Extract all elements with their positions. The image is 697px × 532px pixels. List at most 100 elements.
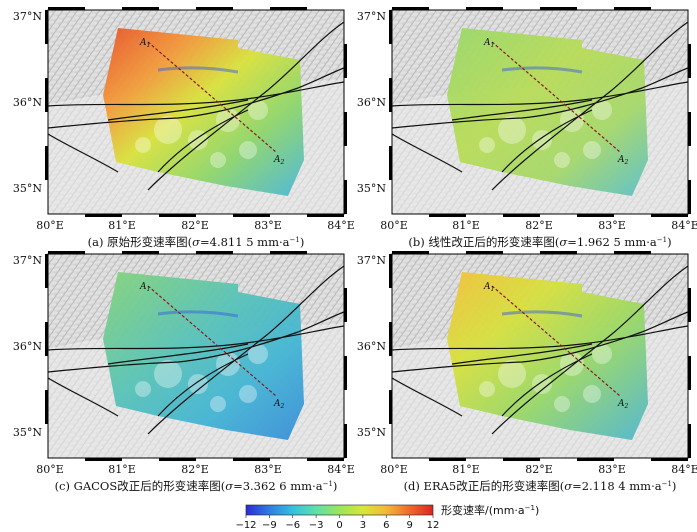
profile-start-label: A1 bbox=[139, 282, 150, 293]
frame-bar-top bbox=[270, 7, 307, 10]
profile-end-label: A2 bbox=[617, 399, 629, 410]
fault-line bbox=[391, 67, 689, 129]
fault-line bbox=[451, 343, 593, 365]
fault-line bbox=[107, 99, 249, 121]
fault-line bbox=[147, 265, 345, 435]
deformation-raster bbox=[447, 272, 648, 440]
data-gap bbox=[154, 116, 182, 144]
frame-bar-bottom bbox=[503, 458, 540, 461]
frame-bar-bottom bbox=[429, 458, 466, 461]
frame-bar-left bbox=[389, 10, 392, 44]
lon-label: 82°E bbox=[525, 219, 553, 232]
lon-label: 80°E bbox=[380, 463, 408, 476]
frame-bar-top bbox=[270, 251, 307, 254]
profile-end-label: A2 bbox=[617, 155, 629, 166]
profile-line bbox=[491, 41, 621, 153]
frame-bar-right bbox=[344, 44, 347, 78]
colorbar-tick-label: 9 bbox=[406, 520, 412, 531]
lat-label: 36°N bbox=[13, 96, 42, 109]
fault-line bbox=[107, 343, 249, 365]
fault-line bbox=[47, 377, 119, 417]
frame-bar-right bbox=[688, 112, 691, 146]
colorbar-tick-label: 6 bbox=[383, 520, 389, 531]
lon-label: 84°E bbox=[671, 219, 697, 232]
frame-bar-left bbox=[389, 390, 392, 424]
frame-ticks bbox=[389, 251, 691, 461]
frame-bar-top bbox=[122, 7, 159, 10]
data-gap bbox=[479, 381, 495, 397]
lon-label: 83°E bbox=[254, 219, 282, 232]
panel-caption: (a) 原始形变速率图(σ=4.811 5 mm·a−1) bbox=[88, 235, 305, 249]
frame-bar-top bbox=[466, 7, 503, 10]
frame-bar-right bbox=[344, 288, 347, 322]
frame-bar-top bbox=[48, 251, 85, 254]
data-gap bbox=[239, 141, 257, 159]
colorbar-title: 形变速率/(mm·a−1) bbox=[441, 503, 539, 517]
data-gap bbox=[583, 385, 601, 403]
map-panel-b: A1 A2 37°N 36°N 35°N 80°E 81°E 82°E 83°E 84°E(b) … bbox=[357, 7, 697, 249]
fault-line bbox=[491, 265, 689, 435]
data-gap bbox=[592, 344, 612, 364]
frame-bar-bottom bbox=[159, 458, 196, 461]
lon-label: 84°E bbox=[671, 463, 697, 476]
frame-bar-bottom bbox=[159, 214, 196, 217]
frame-bar-bottom bbox=[577, 458, 614, 461]
data-gap bbox=[592, 100, 612, 120]
lon-label: 82°E bbox=[525, 463, 553, 476]
deformation-raster bbox=[447, 28, 648, 196]
frame-bar-right bbox=[688, 356, 691, 390]
fault-line bbox=[157, 109, 249, 173]
frame-bar-top bbox=[392, 7, 429, 10]
lat-label: 36°N bbox=[357, 96, 386, 109]
fault-line bbox=[391, 377, 463, 417]
fault-line bbox=[391, 133, 463, 173]
fault-line bbox=[47, 325, 345, 351]
frame-bar-right bbox=[688, 44, 691, 78]
map-panel-a: A1 A2 37°N 36°N 35°N 80°E 81°E 82°E 83°E 84°E (a) … bbox=[13, 7, 355, 249]
lon-label: 80°E bbox=[36, 463, 64, 476]
frame-bar-top bbox=[392, 251, 429, 254]
lat-label: 36°N bbox=[357, 340, 386, 353]
lat-label: 35°N bbox=[357, 426, 386, 439]
low-rate-zone bbox=[157, 66, 239, 74]
frame-bar-left bbox=[45, 322, 48, 356]
frame-bar-bottom bbox=[233, 214, 270, 217]
frame-bar-right bbox=[688, 180, 691, 214]
data-gap bbox=[135, 381, 151, 397]
frame-ticks bbox=[45, 251, 347, 461]
data-gap bbox=[248, 100, 268, 120]
low-rate-zone bbox=[157, 310, 239, 318]
colorbar-tick-label: −12 bbox=[235, 520, 256, 531]
colorbar-tick-label: 3 bbox=[360, 520, 366, 531]
colorbar-tick-label: 0 bbox=[336, 520, 342, 531]
map-panel-c: A1 A2 37°N 36°N 35°N 80°E 81°E 82°E 83°E 84°E (c) … bbox=[13, 251, 355, 493]
frame-bar-left bbox=[45, 390, 48, 424]
colorbar-tick-label: −3 bbox=[309, 520, 324, 531]
lat-label: 37°N bbox=[13, 254, 42, 267]
frame-bar-bottom bbox=[307, 214, 344, 217]
lon-label: 80°E bbox=[36, 219, 64, 232]
frame-bar-top bbox=[196, 251, 233, 254]
fault-line bbox=[391, 325, 689, 351]
profile-start-label: A1 bbox=[483, 282, 494, 293]
frame-bar-left bbox=[389, 78, 392, 112]
deformation-raster bbox=[103, 28, 304, 196]
frame-bar-top bbox=[540, 7, 577, 10]
lat-label: 35°N bbox=[13, 182, 42, 195]
frame-bar-bottom bbox=[307, 458, 344, 461]
panel-caption: (d) ERA5改正后的形变速率图(σ=2.118 4 mm·a−1) bbox=[404, 479, 677, 493]
frame-bar-left bbox=[45, 146, 48, 180]
colorbar-tick-label: 12 bbox=[427, 520, 440, 531]
fault-line bbox=[47, 133, 119, 173]
map-panel-d: A1 A2 37°N 36°N 35°N 80°E 81°E 82°E 83°E 84°E (d) … bbox=[357, 251, 697, 493]
lat-label: 35°N bbox=[13, 426, 42, 439]
frame-bar-left bbox=[389, 146, 392, 180]
frame-ticks bbox=[45, 7, 347, 217]
lon-label: 81°E bbox=[108, 219, 136, 232]
frame-bar-right bbox=[344, 112, 347, 146]
frame-bar-left bbox=[389, 254, 392, 288]
profile-end-label: A2 bbox=[273, 399, 285, 410]
profile-line bbox=[491, 285, 621, 397]
frame-ticks bbox=[389, 7, 691, 217]
frame-bar-left bbox=[45, 10, 48, 44]
